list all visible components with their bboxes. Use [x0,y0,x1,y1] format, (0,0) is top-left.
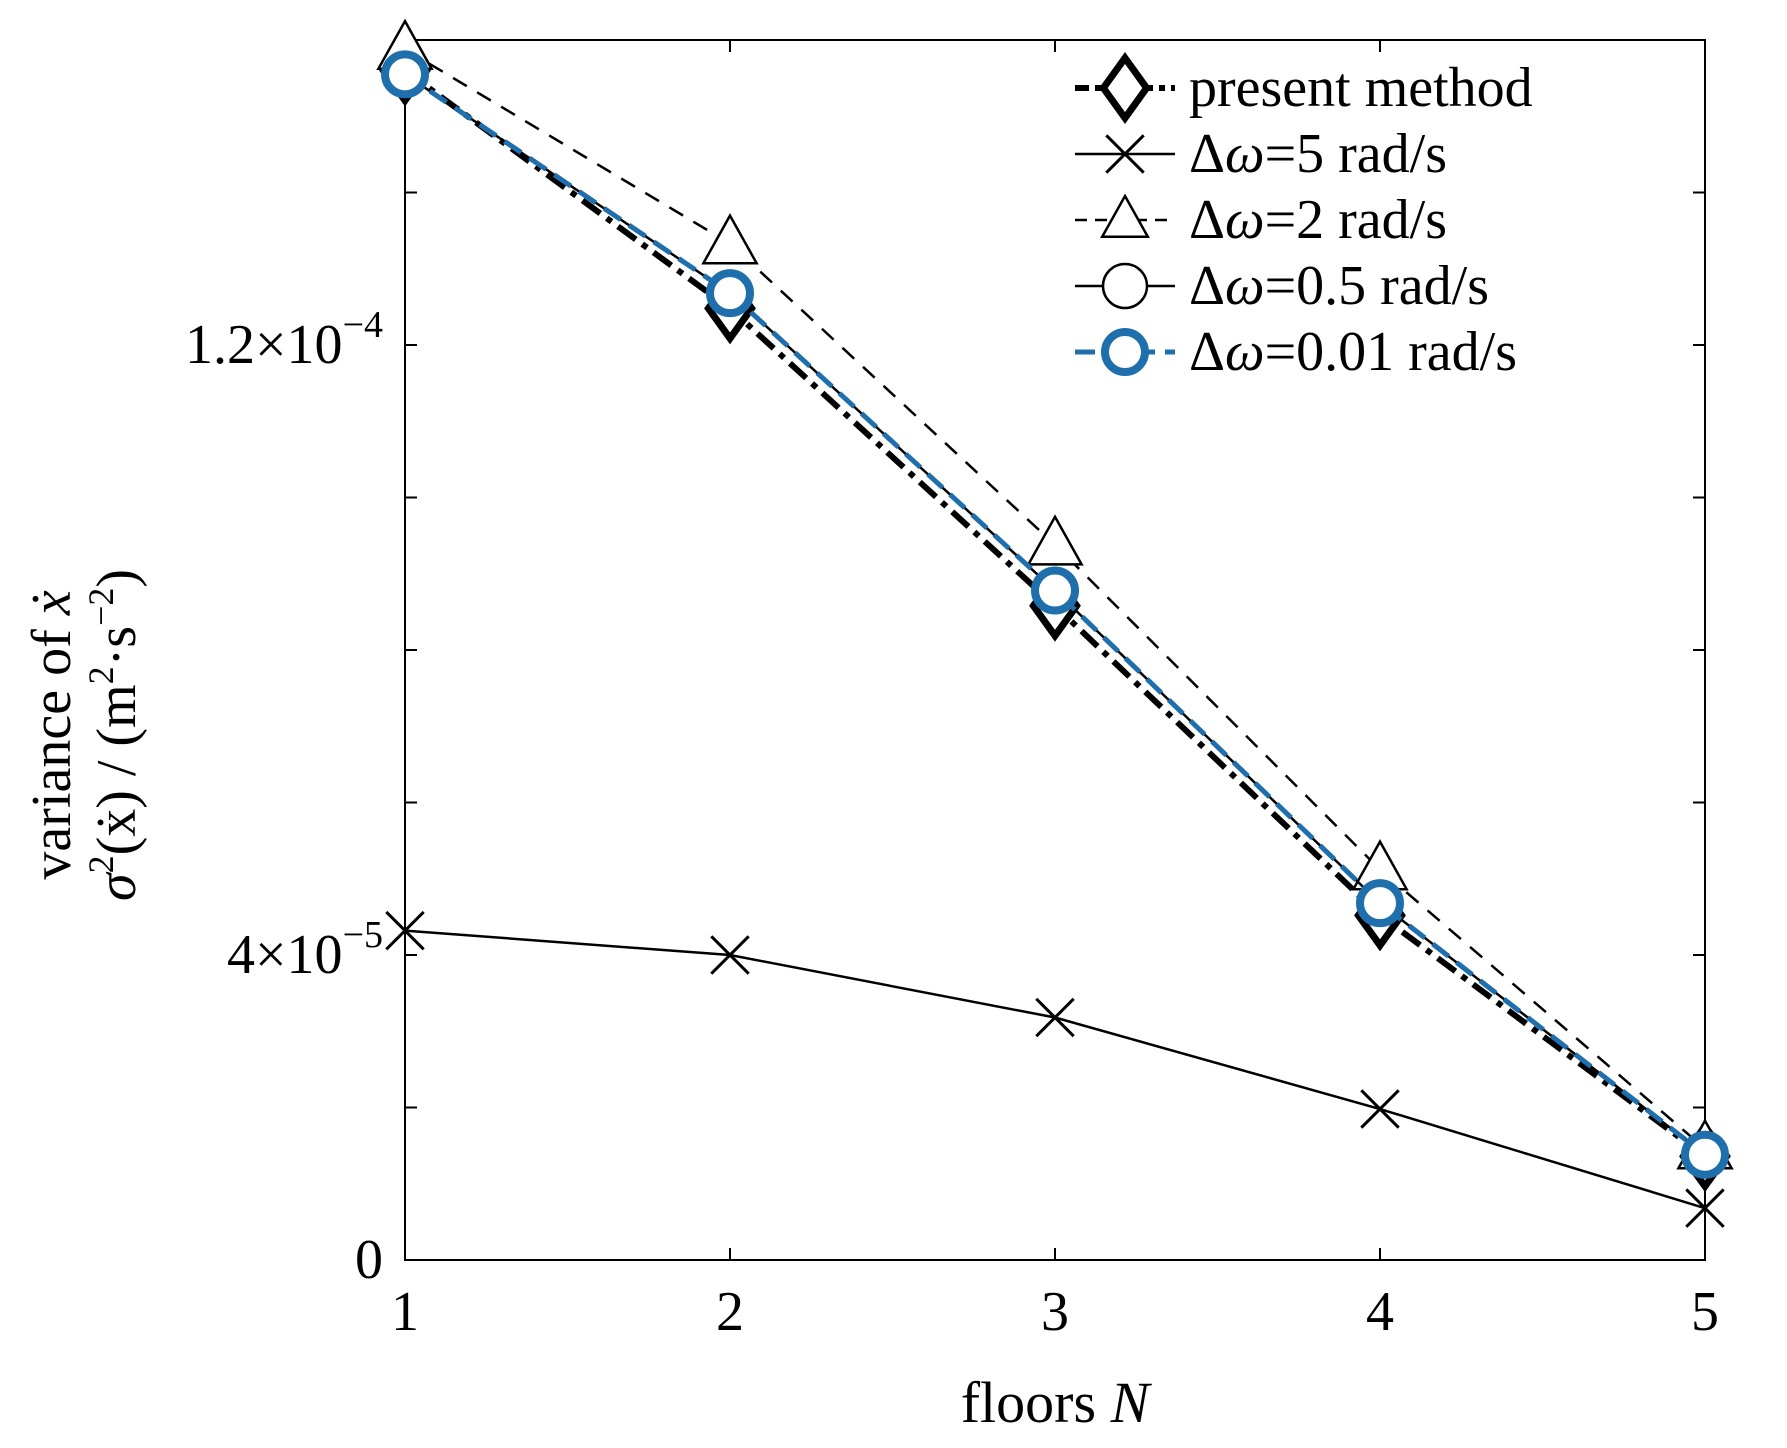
circle-marker [1681,1130,1729,1179]
y-axis-label-line1-text: variance of [21,615,83,879]
y-axis-label-line1: variance of ẋ [21,590,83,879]
legend-item: present method [1075,52,1533,124]
tick-marks [404,40,1706,1261]
x-tick-labels: 1 2 3 4 5 [391,1281,1719,1343]
x-axis-label: floors N [961,1370,1153,1435]
y-tick-label: 1.2×10−4 [185,304,383,376]
x-marker [1685,1188,1725,1228]
circle-marker [706,269,754,318]
y-tick-label: 4×10−5 [227,914,383,986]
legend-item: Δω=0.5 rad/s [1075,255,1489,317]
y-axis-label-line2-sigma: σ [86,871,148,901]
y-tick-labels: 0 4×10−5 1.2×10−4 [185,304,383,1291]
series-4 [381,50,1729,1179]
y-axis-label-line2-mid2: ·s [86,626,148,666]
y-tick-label: 0 [355,1229,383,1291]
legend-label: Δω=2 rad/s [1189,189,1447,251]
x-marker [1035,997,1075,1038]
x-tick-label: 2 [716,1281,744,1343]
circle-marker [1101,262,1149,310]
legend-item: Δω=2 rad/s [1075,189,1447,251]
x-marker [1360,1089,1400,1129]
legend-label: Δω=5 rad/s [1189,123,1447,185]
legend-label: present method [1189,57,1533,119]
x-tick-label: 4 [1366,1281,1394,1343]
y-axis-label-line2-sup2: 2 [81,666,121,684]
legend-item: Δω=5 rad/s [1075,123,1447,185]
series-1 [385,910,1725,1228]
triangle-marker [701,213,759,265]
circle-marker [1101,328,1149,376]
series-layer [376,18,1734,1228]
x-tick-label: 5 [1691,1281,1719,1343]
series-line [403,72,1707,1157]
triangle-marker [1026,514,1084,566]
x-axis-label-text: floors [961,1370,1111,1435]
y-axis-label-line2-mid: (ẋ) / (m [86,684,148,855]
x-axis-label-italic: N [1110,1370,1153,1435]
y-axis-label-line2-end: ) [86,569,148,588]
plot-frame [404,39,1706,1261]
triangle-marker [1100,193,1150,239]
circle-marker [381,50,429,99]
legend-item: Δω=0.01 rad/s [1075,321,1517,383]
x-marker [385,910,425,951]
x-tick-label: 3 [1041,1281,1069,1343]
y-axis-label-line1-italic: ẋ [21,590,83,616]
series-line [404,929,1706,1210]
legend-label: Δω=0.01 rad/s [1189,321,1517,383]
y-axis-label-line2-sup3: −2 [81,588,121,626]
diamond-marker [1099,52,1151,124]
x-marker [1105,134,1145,174]
y-axis-label-line2: σ2(ẋ) / (m2·s−2) [81,569,148,901]
y-axis-label-line2-sup1: 2 [81,855,121,873]
circle-marker [1356,879,1404,928]
legend-label: Δω=0.5 rad/s [1189,255,1489,317]
x-marker [710,935,750,975]
circle-marker [1031,566,1079,615]
x-tick-label: 1 [391,1281,419,1343]
y-axis-label: variance of ẋ σ2(ẋ) / (m2·s−2) [21,569,148,901]
